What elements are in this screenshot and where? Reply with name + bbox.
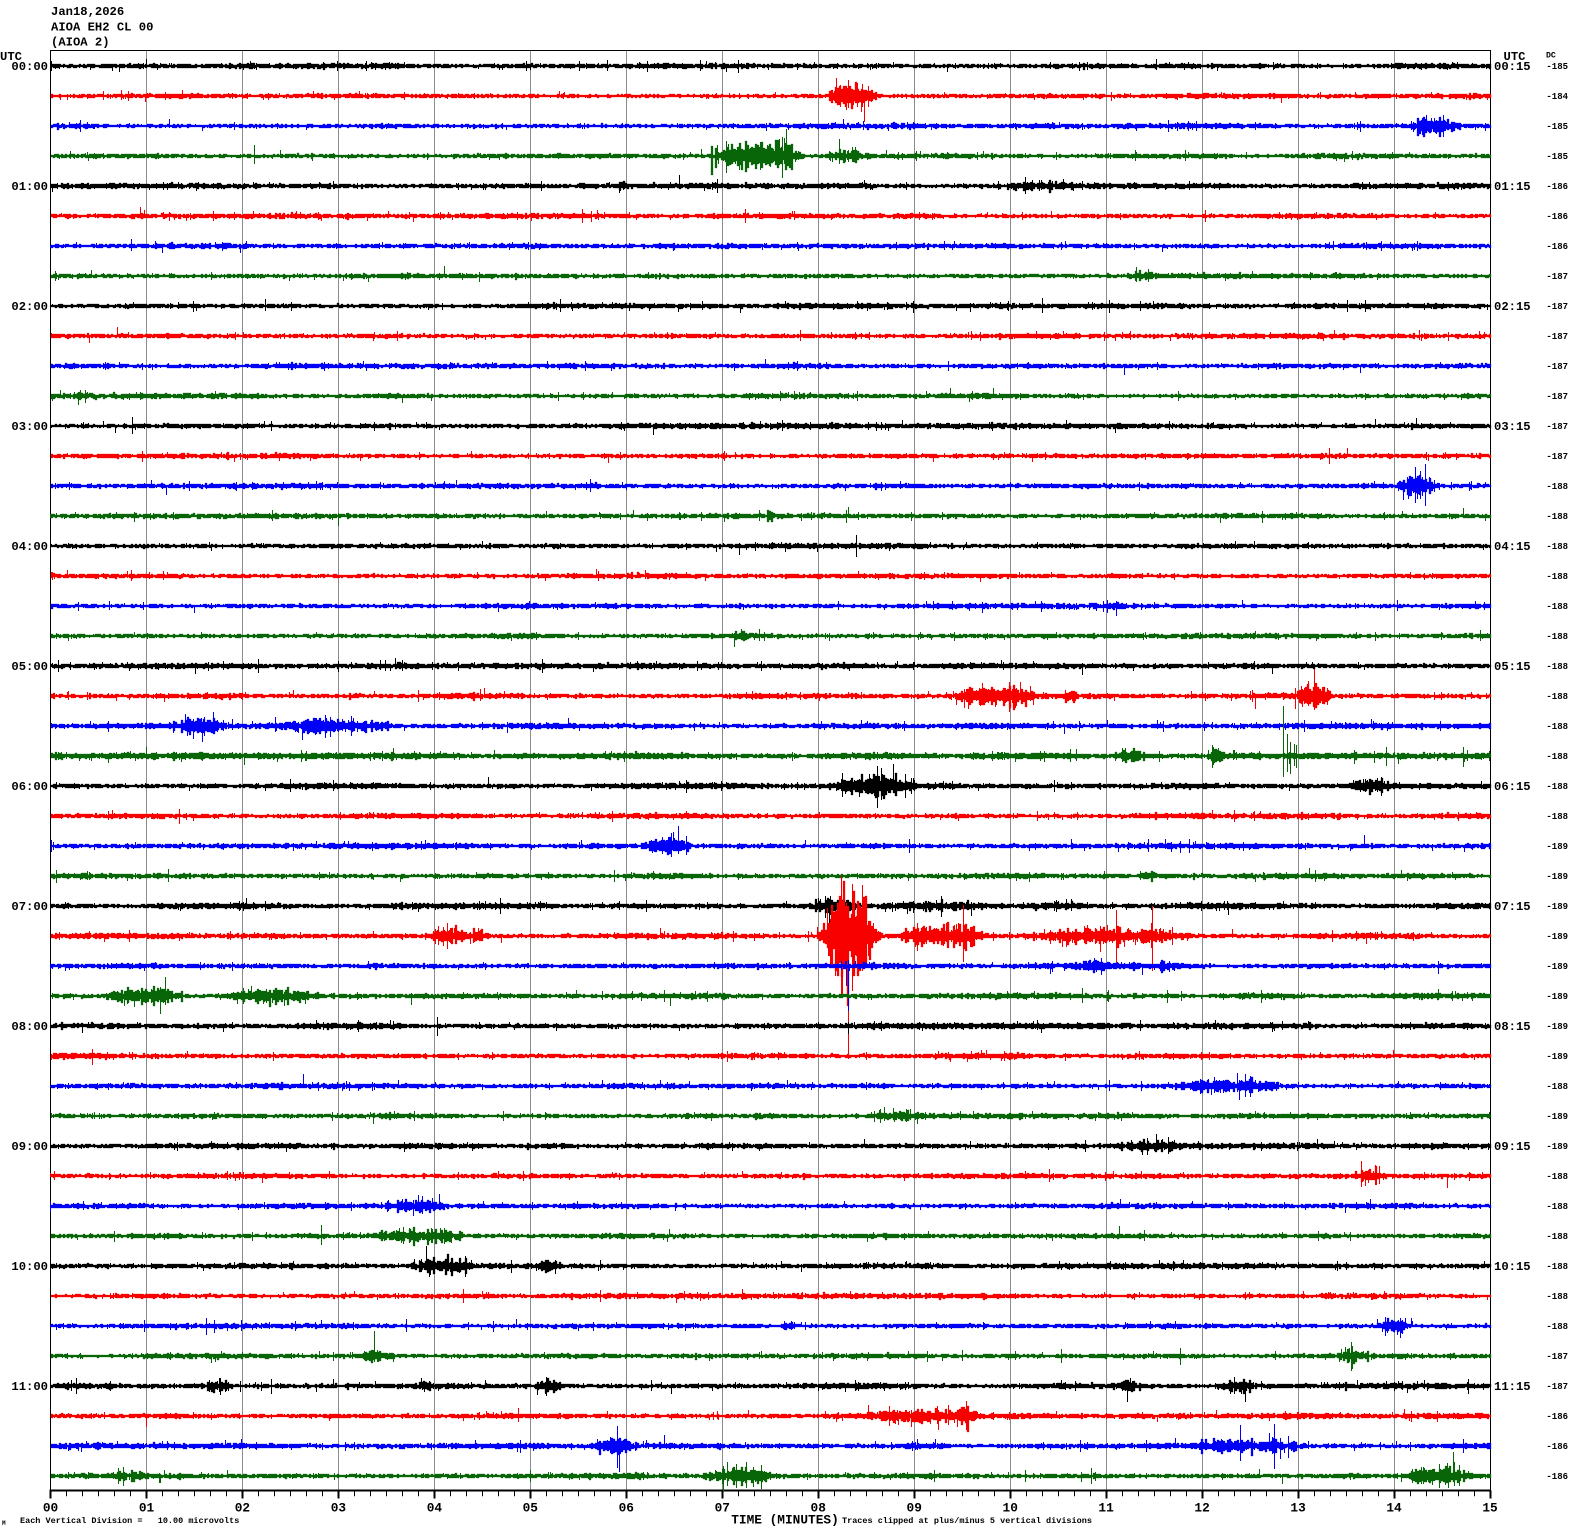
svg-text:-188: -188 bbox=[1546, 632, 1568, 642]
svg-text:-188: -188 bbox=[1546, 692, 1568, 702]
svg-text:15: 15 bbox=[1482, 1501, 1498, 1516]
svg-text:02: 02 bbox=[235, 1501, 250, 1516]
svg-text:06:15: 06:15 bbox=[1494, 780, 1531, 794]
svg-text:08: 08 bbox=[811, 1501, 826, 1516]
svg-text:-186: -186 bbox=[1546, 212, 1568, 222]
svg-text:03: 03 bbox=[331, 1501, 347, 1516]
svg-text:-187: -187 bbox=[1546, 332, 1568, 342]
svg-text:-186: -186 bbox=[1546, 1472, 1568, 1482]
svg-text:01: 01 bbox=[139, 1501, 155, 1516]
svg-text:-188: -188 bbox=[1546, 602, 1568, 612]
svg-text:-188: -188 bbox=[1546, 1292, 1568, 1302]
svg-text:06:00: 06:00 bbox=[11, 780, 48, 794]
svg-text:10:00: 10:00 bbox=[11, 1260, 48, 1274]
svg-text:05:15: 05:15 bbox=[1494, 660, 1531, 674]
svg-text:-189: -189 bbox=[1546, 1142, 1568, 1152]
svg-text:-188: -188 bbox=[1546, 1172, 1568, 1182]
svg-text:-185: -185 bbox=[1546, 122, 1568, 132]
svg-text:-188: -188 bbox=[1546, 812, 1568, 822]
svg-text:-189: -189 bbox=[1546, 1022, 1568, 1032]
svg-text:04: 04 bbox=[427, 1501, 443, 1516]
svg-text:10:15: 10:15 bbox=[1494, 1260, 1531, 1274]
svg-text:-186: -186 bbox=[1546, 182, 1568, 192]
svg-text:11:00: 11:00 bbox=[11, 1380, 48, 1394]
svg-text:-189: -189 bbox=[1546, 962, 1568, 972]
svg-text:DC: DC bbox=[1546, 52, 1556, 61]
svg-text:-185: -185 bbox=[1546, 62, 1568, 72]
svg-text:-188: -188 bbox=[1546, 1262, 1568, 1272]
svg-text:-187: -187 bbox=[1546, 302, 1568, 312]
svg-text:03:15: 03:15 bbox=[1494, 420, 1531, 434]
svg-text:-187: -187 bbox=[1546, 362, 1568, 372]
svg-text:02:15: 02:15 bbox=[1494, 300, 1531, 314]
svg-text:13: 13 bbox=[1290, 1501, 1306, 1516]
svg-text:UTC: UTC bbox=[0, 50, 22, 64]
svg-text:-189: -189 bbox=[1546, 842, 1568, 852]
svg-text:08:15: 08:15 bbox=[1494, 1020, 1531, 1034]
svg-text:01:15: 01:15 bbox=[1494, 180, 1531, 194]
svg-text:07: 07 bbox=[715, 1501, 730, 1516]
svg-text:-189: -189 bbox=[1546, 902, 1568, 912]
svg-text:-188: -188 bbox=[1546, 542, 1568, 552]
svg-text:07:00: 07:00 bbox=[11, 900, 48, 914]
svg-text:-188: -188 bbox=[1546, 1082, 1568, 1092]
svg-text:-188: -188 bbox=[1546, 482, 1568, 492]
svg-text:-188: -188 bbox=[1546, 662, 1568, 672]
svg-text:M: M bbox=[2, 1520, 6, 1527]
svg-text:TIME (MINUTES): TIME (MINUTES) bbox=[731, 1513, 839, 1528]
svg-text:01:00: 01:00 bbox=[11, 180, 48, 194]
svg-text:-187: -187 bbox=[1546, 272, 1568, 282]
svg-text:-188: -188 bbox=[1546, 1202, 1568, 1212]
svg-text:04:15: 04:15 bbox=[1494, 540, 1531, 554]
svg-text:-187: -187 bbox=[1546, 392, 1568, 402]
svg-text:(AIOA 2): (AIOA 2) bbox=[51, 36, 110, 50]
svg-text:Traces clipped at plus/minus 5: Traces clipped at plus/minus 5 vertical … bbox=[842, 1516, 1092, 1526]
svg-text:-188: -188 bbox=[1546, 722, 1568, 732]
svg-text:-189: -189 bbox=[1546, 992, 1568, 1002]
svg-text:09: 09 bbox=[907, 1501, 922, 1516]
svg-text:-188: -188 bbox=[1546, 1232, 1568, 1242]
svg-text:08:00: 08:00 bbox=[11, 1020, 48, 1034]
svg-text:09:00: 09:00 bbox=[11, 1140, 48, 1154]
svg-text:-188: -188 bbox=[1546, 572, 1568, 582]
svg-text:-187: -187 bbox=[1546, 452, 1568, 462]
svg-text:07:15: 07:15 bbox=[1494, 900, 1531, 914]
svg-text:-186: -186 bbox=[1546, 1442, 1568, 1452]
svg-text:-187: -187 bbox=[1546, 1382, 1568, 1392]
svg-text:-188: -188 bbox=[1546, 1322, 1568, 1332]
svg-text:00:00: 00:00 bbox=[11, 60, 48, 74]
svg-text:-189: -189 bbox=[1546, 872, 1568, 882]
svg-text:-186: -186 bbox=[1546, 242, 1568, 252]
svg-text:-187: -187 bbox=[1546, 422, 1568, 432]
svg-text:14: 14 bbox=[1386, 1501, 1402, 1516]
svg-text:-189: -189 bbox=[1546, 1112, 1568, 1122]
svg-text:AIOA EH2 CL 00: AIOA EH2 CL 00 bbox=[51, 20, 153, 34]
svg-text:11:15: 11:15 bbox=[1494, 1380, 1531, 1394]
svg-text:06: 06 bbox=[619, 1501, 634, 1516]
svg-text:04:00: 04:00 bbox=[11, 540, 48, 554]
svg-text:02:00: 02:00 bbox=[11, 300, 48, 314]
svg-text:09:15: 09:15 bbox=[1494, 1140, 1531, 1154]
svg-text:00:15: 00:15 bbox=[1494, 60, 1531, 74]
svg-text:UTC: UTC bbox=[1504, 50, 1526, 64]
svg-text:12: 12 bbox=[1194, 1501, 1209, 1516]
svg-text:-189: -189 bbox=[1546, 1052, 1568, 1062]
svg-text:Jan18,2026: Jan18,2026 bbox=[51, 5, 124, 19]
svg-text:-184: -184 bbox=[1546, 92, 1568, 102]
svg-text:-186: -186 bbox=[1546, 1412, 1568, 1422]
svg-text:00: 00 bbox=[43, 1501, 58, 1516]
svg-text:03:00: 03:00 bbox=[11, 420, 48, 434]
svg-text:11: 11 bbox=[1098, 1501, 1114, 1516]
svg-text:-188: -188 bbox=[1546, 512, 1568, 522]
svg-text:10: 10 bbox=[1003, 1501, 1018, 1516]
svg-text:-187: -187 bbox=[1546, 1352, 1568, 1362]
svg-text:Each Vertical Division = 10.: Each Vertical Division = 10.00 microvolt… bbox=[20, 1516, 239, 1526]
svg-text:-188: -188 bbox=[1546, 782, 1568, 792]
svg-text:-189: -189 bbox=[1546, 932, 1568, 942]
svg-text:-185: -185 bbox=[1546, 152, 1568, 162]
svg-text:05:00: 05:00 bbox=[11, 660, 48, 674]
svg-text:05: 05 bbox=[523, 1501, 539, 1516]
svg-text:-188: -188 bbox=[1546, 752, 1568, 762]
